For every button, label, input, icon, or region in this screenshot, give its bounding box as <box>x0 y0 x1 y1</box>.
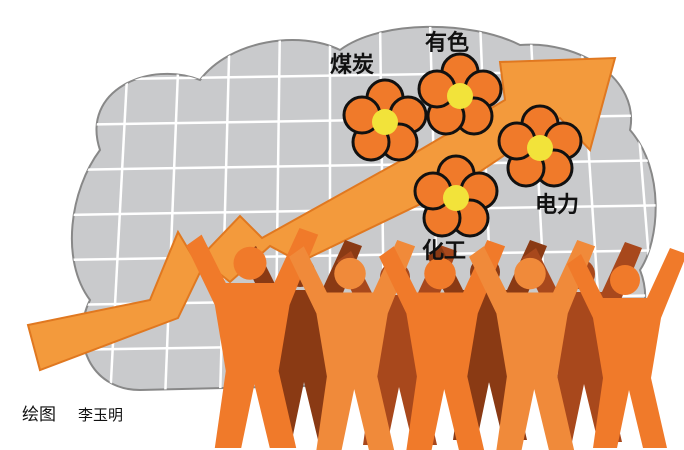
label-coal: 煤炭 <box>330 52 374 78</box>
page: 煤炭 有色 电力 化工 绘图 李玉明 (() => { const data =… <box>0 0 684 450</box>
illustration: 煤炭 有色 电力 化工 绘图 李玉明 <box>0 0 684 450</box>
credit-prefix: 绘图 <box>22 405 56 425</box>
label-chemical: 化工 <box>422 238 466 264</box>
label-nonferrous: 有色 <box>425 30 469 56</box>
credit-author: 李玉明 <box>78 406 123 424</box>
label-power: 电力 <box>535 193 579 218</box>
